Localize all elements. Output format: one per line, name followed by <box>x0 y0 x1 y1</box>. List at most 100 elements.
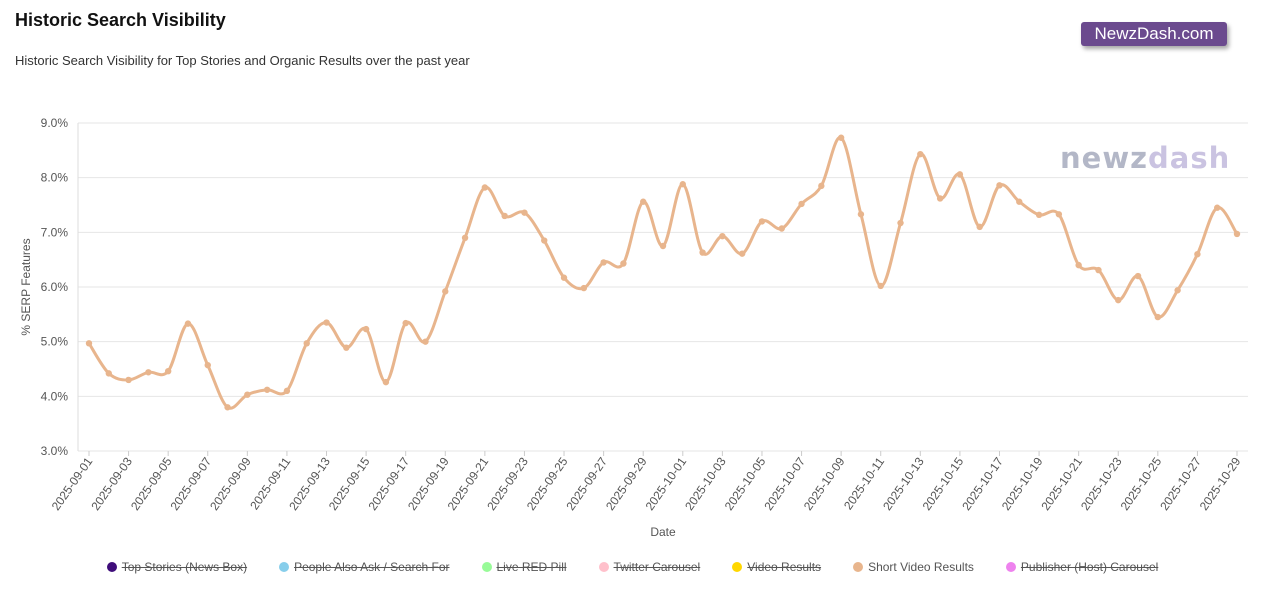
brand-badge[interactable]: NewzDash.com <box>1081 22 1227 46</box>
data-point[interactable] <box>184 320 192 327</box>
data-point[interactable] <box>422 338 429 345</box>
data-point[interactable] <box>837 134 845 141</box>
chart-title: Historic Search Visibility <box>15 10 226 30</box>
data-point[interactable] <box>560 274 568 281</box>
data-point[interactable] <box>620 260 627 267</box>
legend-label: Top Stories (News Box) <box>121 560 248 574</box>
data-point[interactable] <box>343 344 350 351</box>
data-point[interactable] <box>1174 287 1181 294</box>
data-point[interactable] <box>204 361 211 369</box>
legend-label: People Also Ask / Search For <box>294 560 450 574</box>
x-tick-label: 2025-10-29 <box>1197 454 1244 513</box>
data-point[interactable] <box>145 369 152 376</box>
data-point[interactable] <box>936 195 944 202</box>
data-point[interactable] <box>402 319 409 327</box>
legend-item[interactable]: Short Video Results <box>853 560 974 574</box>
data-point[interactable] <box>461 234 469 241</box>
data-point[interactable] <box>897 219 904 227</box>
legend-label: Video Results <box>747 560 822 574</box>
data-point[interactable] <box>224 404 231 411</box>
y-tick-label: 9.0% <box>41 116 69 130</box>
legend-dot-icon <box>106 562 117 572</box>
data-point[interactable] <box>857 211 865 218</box>
y-axis-label: % SERP Features <box>19 238 33 335</box>
legend-dot-icon <box>598 562 609 572</box>
data-point[interactable] <box>85 340 93 347</box>
legend-dot-icon <box>853 562 864 572</box>
legend-label: Short Video Results <box>868 560 974 574</box>
y-tick-label: 7.0% <box>41 225 69 239</box>
data-point[interactable] <box>996 182 1003 189</box>
data-point[interactable] <box>798 200 805 208</box>
y-tick-label: 8.0% <box>41 171 69 185</box>
data-point[interactable] <box>600 259 607 266</box>
legend-item[interactable]: Publisher (Host) Carousel <box>1005 560 1159 574</box>
data-point[interactable] <box>1075 261 1082 269</box>
legend-item[interactable]: Live RED Pill <box>481 560 567 574</box>
data-point[interactable] <box>580 284 588 292</box>
chart-subtitle: Historic Search Visibility for Top Stori… <box>15 53 470 68</box>
legend-label: Publisher (Host) Carousel <box>1020 560 1159 574</box>
legend-label: Twitter Carousel <box>613 560 701 574</box>
data-point[interactable] <box>956 171 964 178</box>
series-layer <box>85 134 1241 411</box>
data-point[interactable] <box>303 340 310 347</box>
data-point[interactable] <box>699 249 706 256</box>
legend-dot-icon <box>481 562 492 572</box>
grid-lines <box>78 122 1248 452</box>
data-point[interactable] <box>244 391 251 398</box>
legend-item[interactable]: People Also Ask / Search For <box>279 560 450 574</box>
data-point[interactable] <box>105 370 112 377</box>
data-point[interactable] <box>521 209 528 216</box>
watermark-logo: newzdash <box>1060 141 1230 175</box>
data-point[interactable] <box>818 182 825 190</box>
data-point[interactable] <box>679 181 686 188</box>
data-point[interactable] <box>382 378 390 386</box>
legend-dot-icon <box>732 562 743 572</box>
chart-legend: Top Stories (News Box) People Also Ask / … <box>0 560 1265 574</box>
data-point[interactable] <box>323 319 330 326</box>
data-point[interactable] <box>719 232 726 240</box>
data-point[interactable] <box>1214 204 1221 211</box>
data-point[interactable] <box>1095 266 1102 274</box>
data-point[interactable] <box>1016 198 1023 205</box>
y-tick-label: 3.0% <box>41 444 69 458</box>
data-point[interactable] <box>640 198 647 205</box>
data-point[interactable] <box>1233 230 1241 238</box>
data-point[interactable] <box>263 386 271 393</box>
data-point[interactable] <box>976 223 983 231</box>
data-point[interactable] <box>659 242 667 250</box>
data-point[interactable] <box>778 225 785 232</box>
y-tick-label: 4.0% <box>41 389 69 403</box>
data-point[interactable] <box>877 282 884 290</box>
y-tick-label: 6.0% <box>41 280 69 294</box>
x-axis-label: Date <box>650 525 676 539</box>
data-point[interactable] <box>125 376 132 384</box>
data-point[interactable] <box>738 250 746 257</box>
legend-item[interactable]: Twitter Carousel <box>598 560 701 574</box>
data-point[interactable] <box>481 184 489 191</box>
legend-label: Live RED Pill <box>496 560 567 574</box>
x-axis: 2025-09-012025-09-032025-09-052025-09-07… <box>49 451 1244 513</box>
data-point[interactable] <box>1194 251 1201 258</box>
legend-item[interactable]: Top Stories (News Box) <box>106 560 248 574</box>
data-point[interactable] <box>501 212 508 220</box>
data-point[interactable] <box>1154 313 1162 321</box>
data-point[interactable] <box>541 237 548 244</box>
data-point[interactable] <box>1055 211 1063 218</box>
data-point[interactable] <box>1035 211 1043 219</box>
data-point[interactable] <box>442 288 449 295</box>
legend-dot-icon <box>279 562 290 572</box>
legend-item[interactable]: Video Results <box>732 560 821 574</box>
watermark-part-a: newz <box>1060 141 1148 175</box>
data-point[interactable] <box>758 218 766 225</box>
data-point[interactable] <box>362 325 370 333</box>
y-tick-label: 5.0% <box>41 335 69 349</box>
watermark-part-b: dash <box>1147 141 1231 175</box>
legend-dot-icon <box>1005 562 1016 572</box>
data-point[interactable] <box>1134 272 1142 280</box>
data-point[interactable] <box>164 367 172 375</box>
data-point[interactable] <box>917 150 924 158</box>
data-point[interactable] <box>283 387 291 395</box>
data-point[interactable] <box>1115 296 1122 304</box>
